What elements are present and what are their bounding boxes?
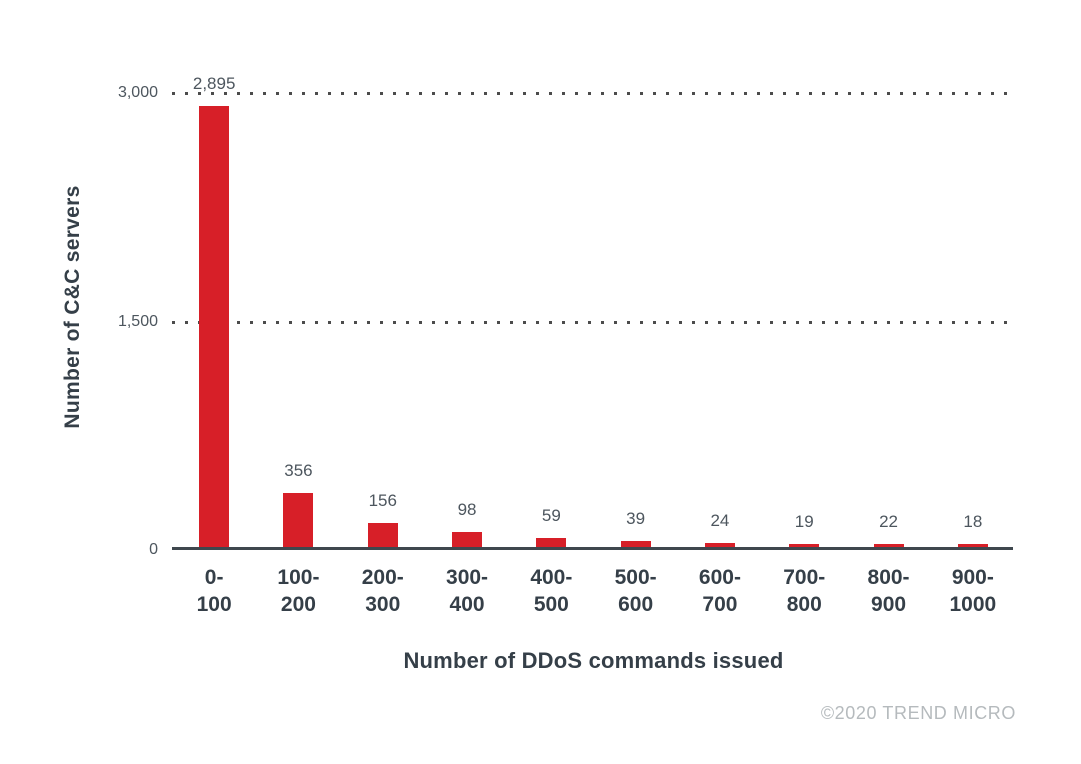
y-axis-ticks: 0 1,500 3,000 — [0, 84, 158, 558]
bar-800-900 — [873, 544, 904, 547]
bar-400-500 — [536, 538, 567, 547]
bar-value-label: 356 — [284, 461, 313, 480]
y-tick-label: 0 — [149, 541, 158, 558]
x-axis-ticks: 0- 100 100- 200 200- 300 300- 400 400- 500 50… — [172, 564, 1015, 622]
bar-value-label: 22 — [879, 512, 898, 531]
bar-value-label: 156 — [368, 491, 397, 510]
y-tick-label: 1,500 — [117, 312, 158, 330]
x-axis-line — [172, 547, 1013, 550]
bar-700-800 — [789, 544, 820, 547]
gridline-1500 — [172, 320, 1015, 324]
y-tick-label: 3,000 — [117, 84, 158, 101]
bar-600-700 — [704, 543, 735, 547]
bar-100-200 — [283, 493, 314, 547]
x-tick-label: 500- 600 — [614, 566, 657, 616]
x-tick-label: 700- 800 — [783, 566, 826, 616]
bar-300-400 — [452, 532, 483, 547]
bar-value-label: 2,895 — [192, 74, 236, 93]
bar-200-300 — [367, 523, 398, 547]
bar-900-1000 — [957, 544, 988, 547]
x-tick-label: 0- 100 — [196, 566, 232, 616]
x-tick-label: 800- 900 — [867, 566, 910, 616]
bar-value-label: 59 — [541, 506, 561, 525]
bar-0-100 — [199, 106, 230, 547]
bar-500-600 — [620, 541, 651, 547]
bar-value-label: 39 — [626, 509, 646, 528]
x-tick-label: 600- 700 — [698, 566, 741, 616]
x-tick-label: 900- 1000 — [949, 566, 997, 616]
bar-value-label: 18 — [963, 512, 983, 531]
bar-value-label: 19 — [794, 512, 814, 531]
x-tick-label: 100- 200 — [277, 566, 320, 616]
x-axis-title: Number of DDoS commands issued — [403, 648, 784, 673]
plot-area: 2,895 356 156 98 59 39 24 19 22 18 — [172, 74, 1015, 550]
x-tick-label: 300- 400 — [446, 566, 489, 616]
x-tick-label: 400- 500 — [530, 566, 573, 616]
gridline-3000 — [172, 92, 1015, 95]
bar-value-label: 24 — [710, 511, 730, 530]
copyright-notice: ©2020 TREND MICRO — [820, 703, 1016, 723]
bar-value-label: 98 — [457, 500, 477, 519]
x-tick-label: 200- 300 — [361, 566, 404, 616]
